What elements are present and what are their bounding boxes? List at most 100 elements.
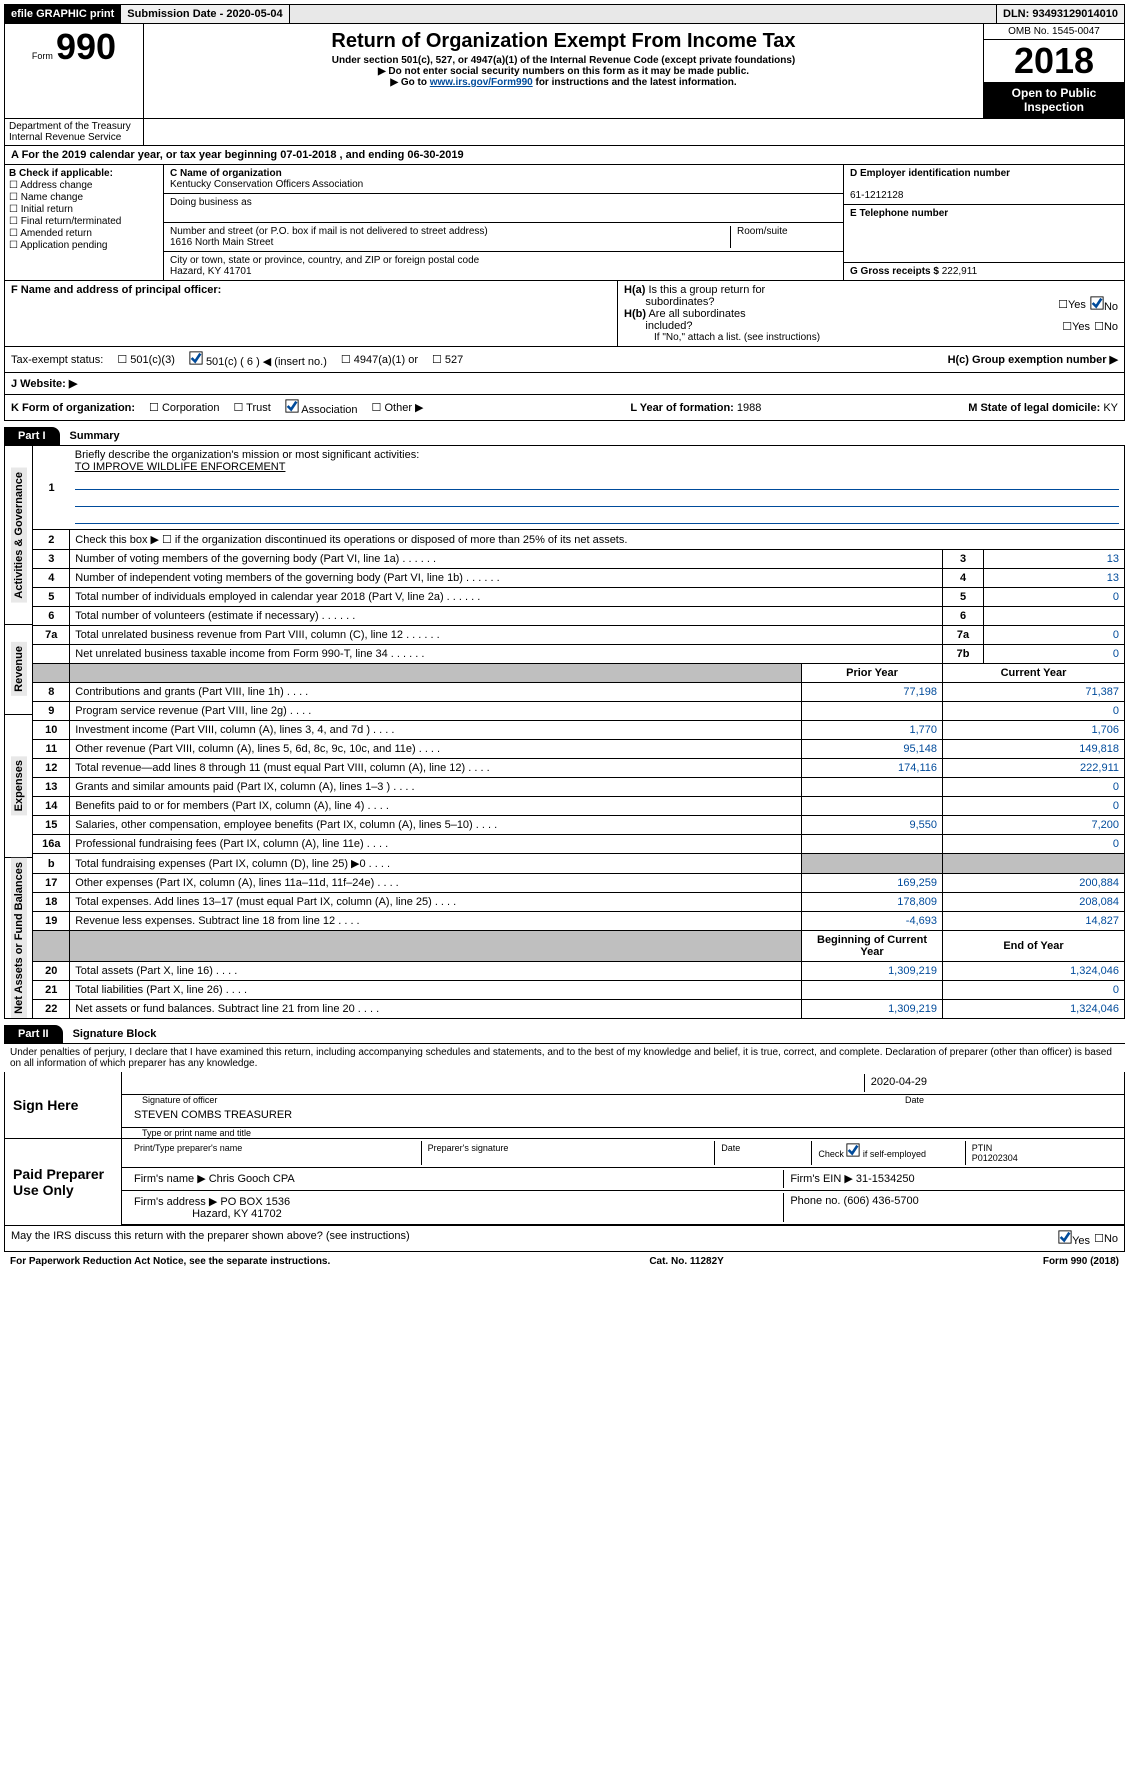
year-cell: OMB No. 1545-0047 2018 Open to Public In… [983,24,1124,118]
cb-final-return[interactable]: ☐ Final return/terminated [9,216,159,227]
form-title: Return of Organization Exempt From Incom… [154,30,973,53]
org-name-cell: C Name of organization Kentucky Conserva… [164,165,843,194]
col-end: End of Year [943,931,1125,962]
irs-link[interactable]: www.irs.gov/Form990 [430,77,533,88]
cb-corporation[interactable]: ☐ Corporation [149,401,219,414]
officer-signature[interactable] [128,1074,865,1092]
form-number: 990 [56,26,116,67]
street-cell: Number and street (or P.O. box if mail i… [164,223,843,252]
officer-h-row: F Name and address of principal officer:… [4,281,1125,347]
gross-receipts: G Gross receipts $ 222,911 [844,263,1124,280]
efile-print-button[interactable]: efile GRAPHIC print [5,5,121,23]
top-bar: efile GRAPHIC print Submission Date - 20… [4,4,1125,24]
table-row: 22Net assets or fund balances. Subtract … [33,1000,1125,1019]
room-suite: Room/suite [730,226,837,248]
cb-app-pending[interactable]: ☐ Application pending [9,240,159,251]
vtab-governance: Activities & Governance [11,468,27,603]
firm-address: Firm's address ▶ PO BOX 1536 Hazard, KY … [128,1193,784,1222]
table-row: bTotal fundraising expenses (Part IX, co… [33,854,1125,874]
omb-number: OMB No. 1545-0047 [984,24,1124,40]
mission: TO IMPROVE WILDLIFE ENFORCEMENT [75,461,286,473]
hb-yes[interactable]: ☐Yes [1062,320,1090,333]
ha-yes[interactable]: ☐Yes [1058,298,1086,311]
cb-other[interactable]: ☐ Other ▶ [372,401,424,414]
page-footer: For Paperwork Reduction Act Notice, see … [4,1252,1125,1271]
table-row: Net unrelated business taxable income fr… [33,645,1125,664]
vtab-expenses: Expenses [11,756,27,815]
topbar-gap [290,5,997,23]
prep-name-hdr: Print/Type preparer's name [128,1141,422,1165]
paid-preparer-label: Paid Preparer Use Only [5,1139,122,1225]
vtab-revenue: Revenue [11,642,27,696]
entity-block: B Check if applicable: ☐ Address change … [4,165,1125,281]
website-row: J Website: ▶ [4,373,1125,395]
sign-here-label: Sign Here [5,1072,122,1138]
discuss-no[interactable]: ☐No [1094,1232,1118,1245]
ein-value: 61-1212128 [850,190,903,201]
part2-header: Part II Signature Block [4,1025,1125,1043]
discuss-yes[interactable]: Yes [1058,1230,1090,1247]
cb-501c3[interactable]: ☐ 501(c)(3) [117,353,175,366]
hb-note: If "No," attach a list. (see instruction… [624,332,1118,343]
table-row: 12Total revenue—add lines 8 through 11 (… [33,759,1125,778]
dba-cell: Doing business as [164,194,843,223]
blank-row [70,664,802,683]
cb-association[interactable]: Association [285,399,358,416]
street-address: 1616 North Main Street [170,237,273,248]
title-cell: Return of Organization Exempt From Incom… [144,24,983,118]
part2-tab: Part II [4,1025,63,1043]
firm-ein: Firm's EIN ▶ 31-1534250 [784,1170,1118,1188]
part1-tab: Part I [4,427,60,445]
table-row: 18Total expenses. Add lines 13–17 (must … [33,893,1125,912]
principal-officer: F Name and address of principal officer: [5,281,618,346]
check-icon [846,1143,860,1157]
ha-no[interactable]: No [1090,296,1118,313]
cb-527[interactable]: ☐ 527 [432,353,463,366]
cb-initial-return[interactable]: ☐ Initial return [9,204,159,215]
penalty-statement: Under penalties of perjury, I declare th… [4,1043,1125,1072]
form-number-cell: Form 990 [5,24,144,118]
table-row: 3Number of voting members of the governi… [33,550,1125,569]
cb-amended[interactable]: ☐ Amended return [9,228,159,239]
table-row: 5Total number of individuals employed in… [33,588,1125,607]
table-row: 11Other revenue (Part VIII, column (A), … [33,740,1125,759]
cb-address-change[interactable]: ☐ Address change [9,180,159,191]
cb-trust[interactable]: ☐ Trust [233,401,270,414]
hb-no[interactable]: ☐No [1094,320,1118,333]
ein-cell: D Employer identification number 61-1212… [844,165,1124,205]
sig-date: 2020-04-29 [865,1074,1118,1092]
table-row: 17Other expenses (Part IX, column (A), l… [33,874,1125,893]
table-row: 19Revenue less expenses. Subtract line 1… [33,912,1125,931]
part1-title: Summary [60,430,120,442]
tax-exempt-row: Tax-exempt status: ☐ 501(c)(3) 501(c) ( … [4,347,1125,373]
h-section: H(a) Is this a group return for subordin… [618,281,1124,346]
cb-4947[interactable]: ☐ 4947(a)(1) or [341,353,418,366]
ptin-cell: PTINP01202304 [966,1141,1118,1165]
cb-501c[interactable]: 501(c) ( 6 ) ◀ (insert no.) [189,351,327,368]
table-row: 7aTotal unrelated business revenue from … [33,626,1125,645]
submission-date: Submission Date - 2020-05-04 [121,5,289,23]
city-cell: City or town, state or province, country… [164,252,843,280]
check-icon [189,351,203,365]
tax-year: 2018 [984,40,1124,82]
period-line: A For the 2019 calendar year, or tax yea… [4,146,1125,165]
check-icon [285,399,299,413]
firm-name: Firm's name ▶ Chris Gooch CPA [128,1170,784,1188]
ein-column: D Employer identification number 61-1212… [843,165,1124,280]
cb-name-change[interactable]: ☐ Name change [9,192,159,203]
subtitle-3: ▶ Go to www.irs.gov/Form990 for instruct… [154,77,973,88]
check-icon [1090,296,1104,310]
dept-row: Department of the Treasury Internal Reve… [4,119,1125,146]
part1-body: Activities & Governance Revenue Expenses… [4,445,1125,1019]
firm-phone: Phone no. (606) 436-5700 [784,1193,1118,1222]
dept-treasury: Department of the Treasury Internal Reve… [5,119,144,145]
table-row: 14Benefits paid to or for members (Part … [33,797,1125,816]
pra-notice: For Paperwork Reduction Act Notice, see … [10,1256,330,1267]
summary-table: 1 Briefly describe the organization's mi… [32,445,1125,1019]
table-row: 4Number of independent voting members of… [33,569,1125,588]
phone-cell: E Telephone number [844,205,1124,263]
form-header: Form 990 Return of Organization Exempt F… [4,24,1125,119]
check-icon [1058,1230,1072,1244]
k-org-row: K Form of organization: ☐ Corporation ☐ … [4,395,1125,421]
prep-check[interactable]: Check if self-employed [812,1141,965,1165]
